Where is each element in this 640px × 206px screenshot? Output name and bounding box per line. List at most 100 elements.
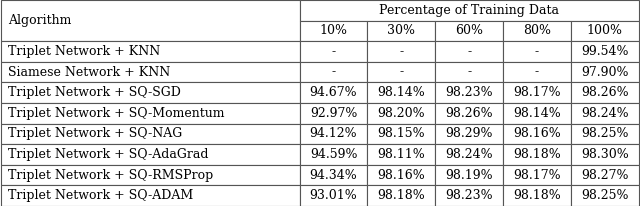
Text: 98.27%: 98.27% — [581, 169, 628, 182]
Bar — [300, 165, 367, 185]
Bar — [571, 165, 639, 185]
Bar — [1, 165, 300, 185]
Text: Algorithm: Algorithm — [8, 14, 71, 27]
Bar — [571, 82, 639, 103]
Text: 99.54%: 99.54% — [581, 45, 628, 58]
Text: 10%: 10% — [319, 24, 348, 37]
Bar — [435, 165, 503, 185]
Text: 98.25%: 98.25% — [581, 127, 628, 140]
Bar — [1, 185, 300, 206]
Text: 98.11%: 98.11% — [378, 148, 425, 161]
Bar — [1, 82, 300, 103]
Bar — [300, 62, 367, 82]
Text: 97.90%: 97.90% — [581, 66, 628, 79]
Bar — [571, 62, 639, 82]
Text: 94.34%: 94.34% — [310, 169, 357, 182]
Bar — [367, 124, 435, 144]
Text: 94.67%: 94.67% — [310, 86, 357, 99]
Bar — [367, 21, 435, 41]
Text: Triplet Network + SQ-SGD: Triplet Network + SQ-SGD — [8, 86, 180, 99]
Bar — [1, 103, 300, 124]
Text: 30%: 30% — [387, 24, 415, 37]
Bar — [435, 62, 503, 82]
Bar — [435, 82, 503, 103]
Text: Triplet Network + SQ-ADAM: Triplet Network + SQ-ADAM — [8, 189, 193, 202]
Text: 98.18%: 98.18% — [513, 189, 561, 202]
Bar — [503, 62, 571, 82]
Text: -: - — [467, 45, 471, 58]
Text: 98.14%: 98.14% — [513, 107, 561, 120]
Text: Triplet Network + KNN: Triplet Network + KNN — [8, 45, 160, 58]
Bar — [435, 144, 503, 165]
Text: 98.18%: 98.18% — [513, 148, 561, 161]
Bar — [435, 124, 503, 144]
Text: 94.12%: 94.12% — [310, 127, 357, 140]
Text: -: - — [399, 66, 403, 79]
Text: 92.97%: 92.97% — [310, 107, 357, 120]
Text: 98.19%: 98.19% — [445, 169, 493, 182]
Bar — [503, 165, 571, 185]
Text: Triplet Network + SQ-Momentum: Triplet Network + SQ-Momentum — [8, 107, 224, 120]
Bar — [571, 41, 639, 62]
Bar — [1, 41, 300, 62]
Bar — [1, 144, 300, 165]
Text: 98.23%: 98.23% — [445, 189, 493, 202]
Text: 98.17%: 98.17% — [513, 169, 561, 182]
Bar — [503, 41, 571, 62]
Text: 98.14%: 98.14% — [378, 86, 425, 99]
Text: -: - — [332, 66, 335, 79]
Text: 94.59%: 94.59% — [310, 148, 357, 161]
Text: 98.17%: 98.17% — [513, 86, 561, 99]
Bar — [571, 185, 639, 206]
Text: 98.15%: 98.15% — [378, 127, 425, 140]
Bar — [300, 185, 367, 206]
Text: 93.01%: 93.01% — [310, 189, 357, 202]
Text: 98.23%: 98.23% — [445, 86, 493, 99]
Text: Triplet Network + SQ-RMSProp: Triplet Network + SQ-RMSProp — [8, 169, 213, 182]
Text: -: - — [535, 66, 539, 79]
Bar — [503, 185, 571, 206]
Text: 98.25%: 98.25% — [581, 189, 628, 202]
Bar — [300, 0, 639, 21]
Text: 98.18%: 98.18% — [378, 189, 425, 202]
Text: Percentage of Training Data: Percentage of Training Data — [379, 4, 559, 17]
Text: 98.26%: 98.26% — [581, 86, 628, 99]
Bar — [1, 62, 300, 82]
Bar — [300, 41, 367, 62]
Bar — [367, 144, 435, 165]
Text: 98.24%: 98.24% — [445, 148, 493, 161]
Bar — [367, 62, 435, 82]
Bar — [571, 103, 639, 124]
Text: -: - — [467, 66, 471, 79]
Bar — [300, 144, 367, 165]
Bar — [571, 144, 639, 165]
Text: 98.30%: 98.30% — [581, 148, 628, 161]
Bar — [1, 124, 300, 144]
Bar — [503, 124, 571, 144]
Bar — [503, 82, 571, 103]
Text: 98.29%: 98.29% — [445, 127, 493, 140]
Text: -: - — [535, 45, 539, 58]
Bar — [503, 144, 571, 165]
Text: 100%: 100% — [587, 24, 623, 37]
Text: Triplet Network + SQ-AdaGrad: Triplet Network + SQ-AdaGrad — [8, 148, 208, 161]
Text: Triplet Network + SQ-NAG: Triplet Network + SQ-NAG — [8, 127, 182, 140]
Text: 98.16%: 98.16% — [513, 127, 561, 140]
Bar — [367, 165, 435, 185]
Bar — [300, 103, 367, 124]
Bar — [300, 82, 367, 103]
Bar — [435, 185, 503, 206]
Text: 98.26%: 98.26% — [445, 107, 493, 120]
Bar — [435, 41, 503, 62]
Text: 98.16%: 98.16% — [378, 169, 425, 182]
Text: 98.24%: 98.24% — [581, 107, 628, 120]
Text: -: - — [399, 45, 403, 58]
Text: 98.20%: 98.20% — [378, 107, 425, 120]
Bar — [300, 21, 367, 41]
Text: 80%: 80% — [523, 24, 551, 37]
Bar — [300, 124, 367, 144]
Bar — [571, 124, 639, 144]
Bar — [435, 21, 503, 41]
Bar — [367, 103, 435, 124]
Bar — [571, 21, 639, 41]
